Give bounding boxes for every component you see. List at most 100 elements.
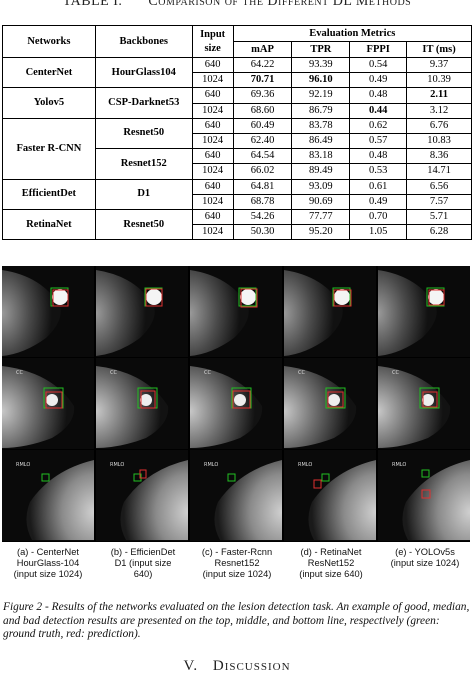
mammogram-image: CC xyxy=(378,358,470,449)
map-cell: 68.60 xyxy=(232,102,293,119)
view-tag: CC xyxy=(298,370,305,376)
tpr-cell: 93.09 xyxy=(291,178,351,195)
table-row: 1024 68.78 90.69 0.49 7.57 xyxy=(3,193,472,210)
map-cell: 64.81 xyxy=(232,178,293,195)
it-cell: 6.76 xyxy=(406,117,472,134)
fppi-cell: 0.48 xyxy=(349,148,408,165)
mammogram-image xyxy=(96,266,188,357)
input-cell: 1024 xyxy=(191,72,234,89)
backbone-cell: CSP-Darknet53 xyxy=(94,87,193,119)
header-evaluation-metrics: Evaluation Metrics xyxy=(232,25,473,42)
fppi-cell: 0.48 xyxy=(349,87,408,104)
fppi-cell: 0.49 xyxy=(349,72,408,89)
header-backbones: Backbones xyxy=(94,25,193,58)
network-cell: EfficientDet xyxy=(2,178,96,210)
fppi-cell: 0.57 xyxy=(349,132,408,150)
view-tag: RMLO xyxy=(16,462,31,468)
it-cell: 2.11 xyxy=(406,87,472,104)
network-cell: Faster R-CNN xyxy=(2,117,96,180)
table-title: TABLE I. Comparison of the Different DL … xyxy=(0,0,474,10)
mammogram-image: CC xyxy=(2,358,94,449)
comparison-table: Networks Backbones Input size Evaluation… xyxy=(2,25,473,241)
fppi-cell: 0.44 xyxy=(349,102,408,119)
mammogram-image xyxy=(190,266,282,357)
map-cell: 62.40 xyxy=(232,132,293,150)
subfigure-captions: (a) - CenterNet HourGlass-104 (input siz… xyxy=(0,547,474,595)
table-title-label: TABLE I. xyxy=(62,0,123,9)
map-cell: 69.36 xyxy=(232,87,293,104)
map-cell: 64.54 xyxy=(232,148,293,165)
it-cell: 6.28 xyxy=(406,224,472,241)
subfigure-caption: (c) - Faster-Rcnn Resnet152 (input size … xyxy=(189,547,285,581)
tpr-cell: 83.78 xyxy=(291,117,351,134)
fppi-cell: 0.53 xyxy=(349,163,408,180)
tpr-cell: 86.49 xyxy=(291,132,351,150)
header-tpr: TPR xyxy=(291,41,351,58)
it-cell: 5.71 xyxy=(406,208,472,226)
input-cell: 1024 xyxy=(191,224,234,241)
header-fppi: FPPI xyxy=(349,41,408,58)
table-row: RetinaNet Resnet50 640 54.26 77.77 0.70 … xyxy=(2,208,472,241)
backbone-cell: Resnet152 xyxy=(94,148,193,180)
backbone-cell: D1 xyxy=(94,178,193,210)
mammogram-image: CC xyxy=(96,358,188,449)
fppi-cell: 0.62 xyxy=(349,117,408,134)
input-cell: 640 xyxy=(191,56,234,74)
input-cell: 640 xyxy=(191,148,234,165)
caption-line: (a) - CenterNet xyxy=(17,547,79,557)
section-title: Discussion xyxy=(212,658,291,674)
mammogram-image: RMLO xyxy=(96,450,188,541)
header-map: mAP xyxy=(232,41,293,58)
tpr-cell: 83.18 xyxy=(291,148,351,165)
section-number: V. xyxy=(183,658,199,674)
subfigure-caption: (e) - YOLOv5s (input size 1024) xyxy=(377,547,473,569)
table-row: 1024 50.30 95.20 1.05 6.28 xyxy=(3,224,472,241)
input-cell: 640 xyxy=(191,87,234,104)
network-cell: RetinaNet xyxy=(2,208,96,241)
view-tag: RMLO xyxy=(110,462,125,468)
caption-line: (input size 1024) xyxy=(390,558,460,569)
tpr-cell: 95.20 xyxy=(291,224,351,241)
network-cell: CenterNet xyxy=(2,56,96,89)
caption-line: (c) - Faster-Rcnn xyxy=(201,547,273,557)
header-networks: Networks xyxy=(2,25,96,58)
subfigure-caption: (b) - EfficienDet D1 (input size 640) xyxy=(95,547,191,581)
table-row: CenterNet HourGlass104 640 64.22 93.39 0… xyxy=(2,56,472,89)
view-tag: CC xyxy=(204,370,211,376)
it-cell: 8.36 xyxy=(406,148,472,165)
mammogram-figure-grid: CC CC CC CC CC xyxy=(2,266,470,542)
view-tag: CC xyxy=(16,370,23,376)
figure-caption-text: Results of the networks evaluated on the… xyxy=(3,601,470,641)
caption-line: (input size 640) xyxy=(299,569,363,580)
caption-line: (b) - EfficienDet xyxy=(110,547,176,557)
input-cell: 1024 xyxy=(191,163,234,180)
tpr-cell: 96.10 xyxy=(291,72,351,89)
backbone-cell: Resnet50 xyxy=(94,208,193,241)
map-cell: 68.78 xyxy=(232,193,293,210)
it-cell: 6.56 xyxy=(406,178,472,195)
input-cell: 640 xyxy=(191,178,234,195)
tpr-cell: 77.77 xyxy=(291,208,351,226)
input-cell: 1024 xyxy=(191,132,234,150)
view-tag: CC xyxy=(392,370,399,376)
table-title-text: Comparison of the Different DL Methods xyxy=(148,0,412,9)
caption-line: (d) - RetinaNet xyxy=(300,547,362,557)
mammogram-image: CC xyxy=(284,358,376,449)
input-cell: 640 xyxy=(191,208,234,226)
fppi-cell: 0.54 xyxy=(349,56,408,74)
caption-line: HourGlass-104 xyxy=(16,558,80,569)
map-cell: 70.71 xyxy=(232,72,293,89)
mammogram-image xyxy=(2,266,94,357)
map-cell: 66.02 xyxy=(232,163,293,180)
caption-line: ResNet152 xyxy=(307,558,355,569)
view-tag: CC xyxy=(110,370,117,376)
it-cell: 7.57 xyxy=(406,193,472,210)
mammogram-image xyxy=(378,266,470,357)
map-cell: 54.26 xyxy=(232,208,293,226)
tpr-cell: 93.39 xyxy=(291,56,351,74)
mammogram-image: CC xyxy=(190,358,282,449)
mammogram-image: RMLO xyxy=(190,450,282,541)
backbone-cell: Resnet50 xyxy=(94,117,193,150)
it-cell: 9.37 xyxy=(406,56,472,74)
fppi-cell: 0.70 xyxy=(349,208,408,226)
